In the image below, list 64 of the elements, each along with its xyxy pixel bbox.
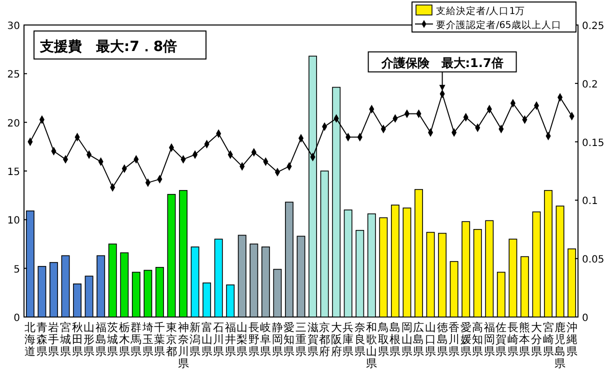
x-tick-label: 千葉県 [154,321,166,358]
y2-tick-label: 0.1 [582,196,598,208]
x-tick-label: 岐阜県 [260,321,272,358]
x-tick-label: 埼玉県 [141,321,154,358]
x-tick-label: 山形県 [84,321,95,358]
x-tick-label: 茨城県 [106,321,118,358]
annotation: 支援費 最大:7．8倍 [39,38,178,55]
y2-tick-label: 0.2 [582,79,598,90]
x-tick-label: 熊本県 [519,321,530,358]
x-tick-label: 兵庫県 [342,321,354,358]
x-tick-label: 三重県 [296,321,306,358]
x-tick-label: 岩手県 [48,321,60,358]
y2-tick-label: 0.05 [582,254,604,266]
x-tick-label: 秋田県 [72,321,83,358]
x-tick-label: 新潟県 [190,321,201,358]
y-tick-label: 10 [7,216,20,227]
x-tick-label: 奈良県 [354,321,366,358]
x-tick-label: 高知県 [472,321,484,358]
x-tick-label: 鳥取県 [376,321,389,358]
x-tick-label: 佐賀県 [496,321,507,358]
y-tick-label: 20 [7,118,20,130]
y-tick-label: 0 [14,313,20,324]
x-tick-label: 沖縄県 [565,321,578,358]
x-tick-label: 群馬県 [130,321,142,358]
x-tick-label: 宮城県 [59,321,72,358]
x-tick-label: 青森県 [36,321,48,358]
legend-label: 支給決定者/人口1万 [436,5,526,17]
x-tick-label: 福井県 [224,321,236,358]
x-tick-label: 栃木県 [118,321,130,358]
x-tick-label: 福島県 [95,321,106,358]
x-tick-label: 石川県 [213,321,224,358]
x-tick-label: 長野県 [248,321,260,358]
x-tick-label: 広島県 [413,321,424,358]
x-tick-label: 徳島県 [436,321,448,358]
x-tick-label: 岡山県 [401,321,412,358]
x-tick-label: 山口県 [425,321,436,358]
y2-tick-label: 0 [582,313,588,324]
x-tick-label: 北海道 [24,321,36,358]
x-tick-label: 京都府 [319,321,330,358]
x-tick-label: 香川県 [448,321,460,358]
x-tick-label: 大阪府 [330,321,342,358]
x-tick-label: 神奈川県 [178,321,189,370]
y-tick-label: 15 [7,167,20,178]
x-tick-label: 大分県 [530,321,542,358]
x-tick-label: 島根県 [390,321,401,358]
x-tick-label: 東京都 [166,321,177,358]
x-tick-label: 愛知県 [284,321,295,358]
x-tick-label: 福岡県 [484,321,495,358]
y-tick-label: 5 [14,264,20,276]
y-tick-label: 25 [7,70,20,81]
x-tick-label: 富山県 [201,321,212,358]
x-tick-label: 滋賀県 [307,321,318,358]
x-tick-label: 鹿児島県 [554,321,566,370]
y2-tick-label: 0.15 [582,138,604,149]
legend-label: 要介護認定者/65歳以上人口 [436,19,562,31]
x-tick-label: 長崎県 [507,321,518,358]
x-tick-label: 和歌山県 [366,321,378,370]
y2-tick-label: 0.25 [582,21,604,32]
x-tick-label: 静岡県 [272,321,283,358]
y-tick-label: 30 [7,21,20,32]
x-tick-label: 宮崎県 [542,321,554,358]
x-tick-label: 山梨県 [236,321,248,358]
annotation: 介護保険 最大:1.7倍 [380,56,504,70]
x-tick-label: 愛媛県 [460,321,472,358]
